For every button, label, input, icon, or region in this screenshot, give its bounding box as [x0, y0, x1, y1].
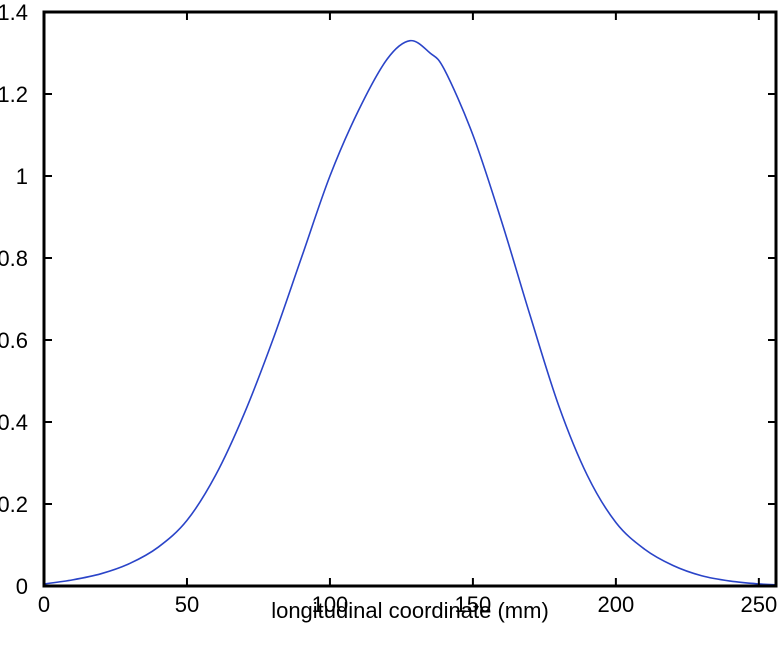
y-tick-label: 0	[16, 574, 28, 599]
x-tick-label: 150	[455, 592, 492, 617]
y-tick-label: 1	[16, 164, 28, 189]
x-tick-label: 0	[38, 592, 50, 617]
y-tick-labels: 0 0.2 0.4 0.6 0.8 1 1.2 1.4	[0, 0, 28, 599]
x-tick-labels: 0 50 100 150 200 250	[38, 592, 777, 617]
y-tick-label: 1.4	[0, 0, 28, 25]
y-tick-label: 1.2	[0, 82, 28, 107]
y-tick-label: 0.2	[0, 492, 28, 517]
y-tick-label: 0.8	[0, 246, 28, 271]
axes-frame	[42, 10, 778, 588]
x-tick-label: 200	[598, 592, 635, 617]
x-tick-label: 50	[175, 592, 199, 617]
y-tick-label: 0.4	[0, 410, 28, 435]
x-tick-label: 100	[312, 592, 349, 617]
y-tick-label: 0.6	[0, 328, 28, 353]
series-line-0	[43, 39, 777, 586]
x-axis-label: longitudinal coordinate (mm)	[271, 598, 549, 623]
plot-area	[43, 39, 777, 586]
x-tick-label: 250	[740, 592, 777, 617]
